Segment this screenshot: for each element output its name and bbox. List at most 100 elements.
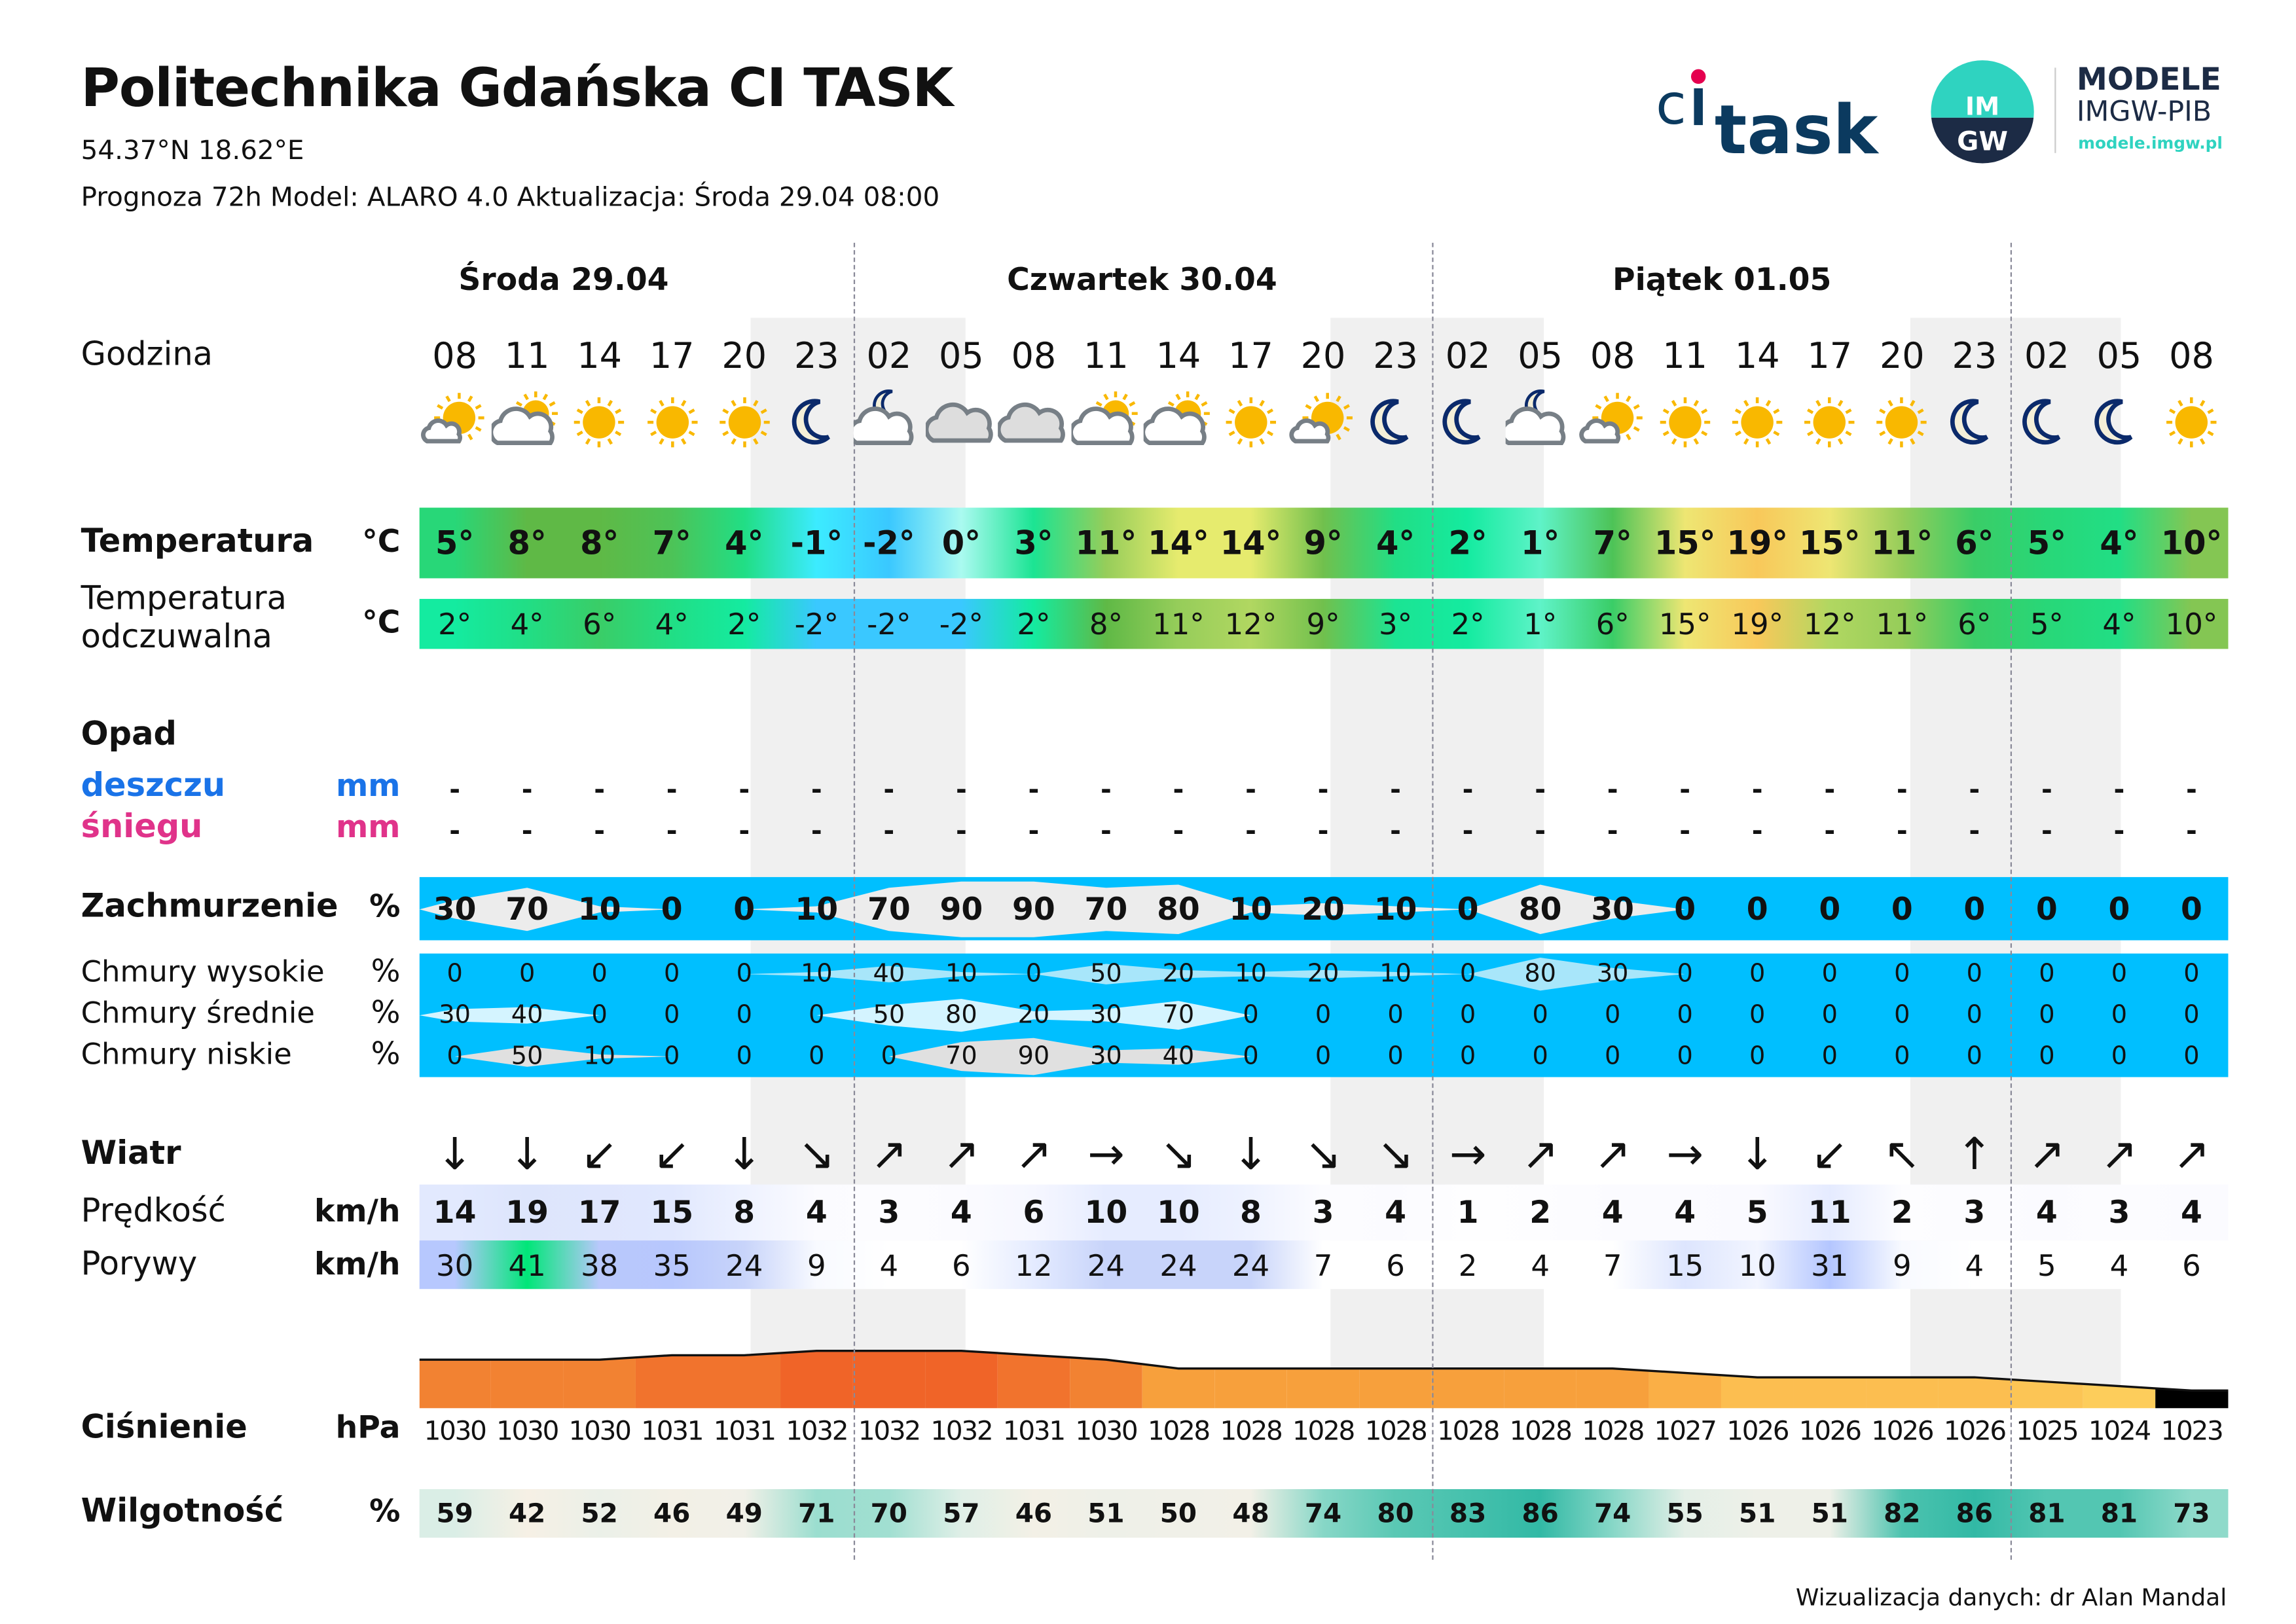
rain-value: - bbox=[666, 774, 678, 806]
wind-speed-value: 4 bbox=[1385, 1195, 1406, 1231]
pressure-value: 1032 bbox=[858, 1416, 921, 1447]
wind-speed-value: 14 bbox=[433, 1195, 477, 1231]
cloud-mid-value: 0 bbox=[736, 1000, 752, 1030]
day-separator bbox=[1432, 242, 1434, 1560]
unit-mid: % bbox=[371, 994, 401, 1030]
cloud-total-value: 0 bbox=[661, 892, 683, 928]
hour-label: 11 bbox=[1084, 335, 1129, 377]
wind-gust-value: 4 bbox=[1965, 1248, 1984, 1284]
humidity-value: 55 bbox=[1666, 1498, 1704, 1530]
humidity-value: 80 bbox=[1377, 1498, 1414, 1530]
wind-speed-value: 5 bbox=[1746, 1195, 1768, 1231]
pressure-area-segment bbox=[1793, 1377, 1867, 1409]
cloud-high-value: 20 bbox=[1162, 959, 1195, 989]
snow-value: - bbox=[2113, 816, 2125, 847]
wind-direction-icon: ↙ bbox=[581, 1129, 618, 1182]
hour-label: 23 bbox=[793, 335, 839, 377]
humidity-value: 48 bbox=[1232, 1498, 1269, 1530]
snow-value: - bbox=[1462, 816, 1474, 847]
moon-icon bbox=[1360, 387, 1431, 463]
cloud-moon-icon bbox=[1499, 387, 1576, 463]
imgw-url[interactable]: modele.imgw.pl bbox=[2078, 134, 2223, 153]
temperature-value: 11° bbox=[1075, 526, 1137, 563]
wind-speed-value: 8 bbox=[733, 1195, 756, 1231]
feels-like-value: 4° bbox=[655, 606, 689, 642]
temperature-value: 15° bbox=[1654, 526, 1716, 563]
cloud-high-value: 0 bbox=[2039, 959, 2055, 989]
sun-icon bbox=[1795, 387, 1865, 463]
wind-direction-icon: → bbox=[1087, 1129, 1125, 1182]
wind-speed-value: 4 bbox=[950, 1195, 972, 1231]
feels-like-value: -2° bbox=[867, 606, 911, 642]
feels-like-value: 10° bbox=[2165, 606, 2218, 642]
temperature-value: 5° bbox=[2027, 526, 2066, 563]
cloud-high-shape bbox=[419, 957, 2229, 991]
humidity-value: 59 bbox=[436, 1498, 473, 1530]
cloud-total-value: 10 bbox=[1229, 892, 1273, 928]
snow-value: - bbox=[2186, 816, 2197, 847]
unit-pressure: hPa bbox=[335, 1409, 401, 1445]
label-mid-cloud: Chmury średnie bbox=[81, 994, 316, 1030]
imgw-emblem: IM GW bbox=[1929, 59, 2035, 171]
pressure-value: 1032 bbox=[786, 1416, 848, 1447]
svg-text:c: c bbox=[1656, 73, 1686, 137]
humidity-value: 52 bbox=[581, 1498, 618, 1530]
wind-gust-value: 6 bbox=[1386, 1248, 1405, 1284]
cloud-mid-value: 0 bbox=[2111, 1000, 2128, 1030]
temperature-value: 4° bbox=[1376, 526, 1415, 563]
hour-label: 20 bbox=[721, 335, 767, 377]
feels-like-bar bbox=[419, 598, 2229, 649]
rain-value: - bbox=[1607, 774, 1618, 806]
cloud-mid-value: 0 bbox=[1821, 1000, 1838, 1030]
rain-value: - bbox=[1100, 774, 1112, 806]
wind-gust-value: 9 bbox=[1892, 1248, 1912, 1284]
temperature-value: 14° bbox=[1148, 526, 1209, 563]
cloud-total-value: 0 bbox=[1891, 892, 1913, 928]
wind-gust-value: 9 bbox=[807, 1248, 826, 1284]
label-humidity: Wilgotność bbox=[81, 1493, 284, 1530]
pressure-value: 1028 bbox=[1292, 1416, 1355, 1447]
cloud-total-value: 10 bbox=[1374, 892, 1417, 928]
pressure-value: 1024 bbox=[2088, 1416, 2151, 1447]
wind-gust-value: 24 bbox=[1231, 1248, 1270, 1284]
cloud-high-value: 50 bbox=[1090, 959, 1122, 989]
rain-value: - bbox=[1679, 774, 1691, 806]
pressure-value: 1026 bbox=[1726, 1416, 1789, 1447]
cloud-total-value: 0 bbox=[1963, 892, 1986, 928]
cloud-mid-value: 0 bbox=[1315, 1000, 1332, 1030]
hour-label: 14 bbox=[577, 335, 623, 377]
feels-like-value: 6° bbox=[1958, 606, 1992, 642]
label-precip: Opad bbox=[81, 716, 177, 753]
cloud-high-value: 0 bbox=[2183, 959, 2200, 989]
rain-value: - bbox=[521, 774, 533, 806]
snow-value: - bbox=[1100, 816, 1112, 847]
snow-value: - bbox=[811, 816, 822, 847]
snow-value: - bbox=[1824, 816, 1836, 847]
forecast-info: Prognoza 72h Model: ALARO 4.0 Aktualizac… bbox=[81, 182, 940, 213]
label-rain: deszczu bbox=[81, 768, 226, 805]
svg-text:task: task bbox=[1715, 91, 1880, 165]
temperature-value: 9° bbox=[1303, 526, 1343, 563]
pressure-area-segment bbox=[2083, 1384, 2156, 1409]
snow-value: - bbox=[1028, 816, 1040, 847]
hour-label: 02 bbox=[866, 335, 912, 377]
rain-value: - bbox=[1535, 774, 1546, 806]
wind-direction-icon: ↗ bbox=[943, 1129, 980, 1182]
hour-label: 08 bbox=[2169, 335, 2214, 377]
pressure-value: 1023 bbox=[2160, 1416, 2223, 1447]
night-shade bbox=[750, 317, 966, 1290]
pressure-area-segment bbox=[1938, 1377, 2011, 1409]
cloud-high-value: 0 bbox=[1749, 959, 1766, 989]
feels-like-value: -2° bbox=[939, 606, 984, 642]
cloud-mid-value: 0 bbox=[2183, 1000, 2200, 1030]
cloud-low-value: 0 bbox=[1966, 1041, 1983, 1072]
label-pressure: Ciśnienie bbox=[81, 1409, 247, 1447]
hour-label: 02 bbox=[1445, 335, 1491, 377]
pressure-value: 1032 bbox=[930, 1416, 993, 1447]
sun-small-cloud-icon bbox=[420, 387, 490, 463]
cloud-low-value: 0 bbox=[1605, 1041, 1621, 1072]
humidity-value: 73 bbox=[2173, 1498, 2210, 1530]
pressure-area-segment bbox=[852, 1350, 926, 1409]
wind-speed-value: 4 bbox=[2181, 1195, 2202, 1231]
cloud-high-value: 0 bbox=[519, 959, 536, 989]
